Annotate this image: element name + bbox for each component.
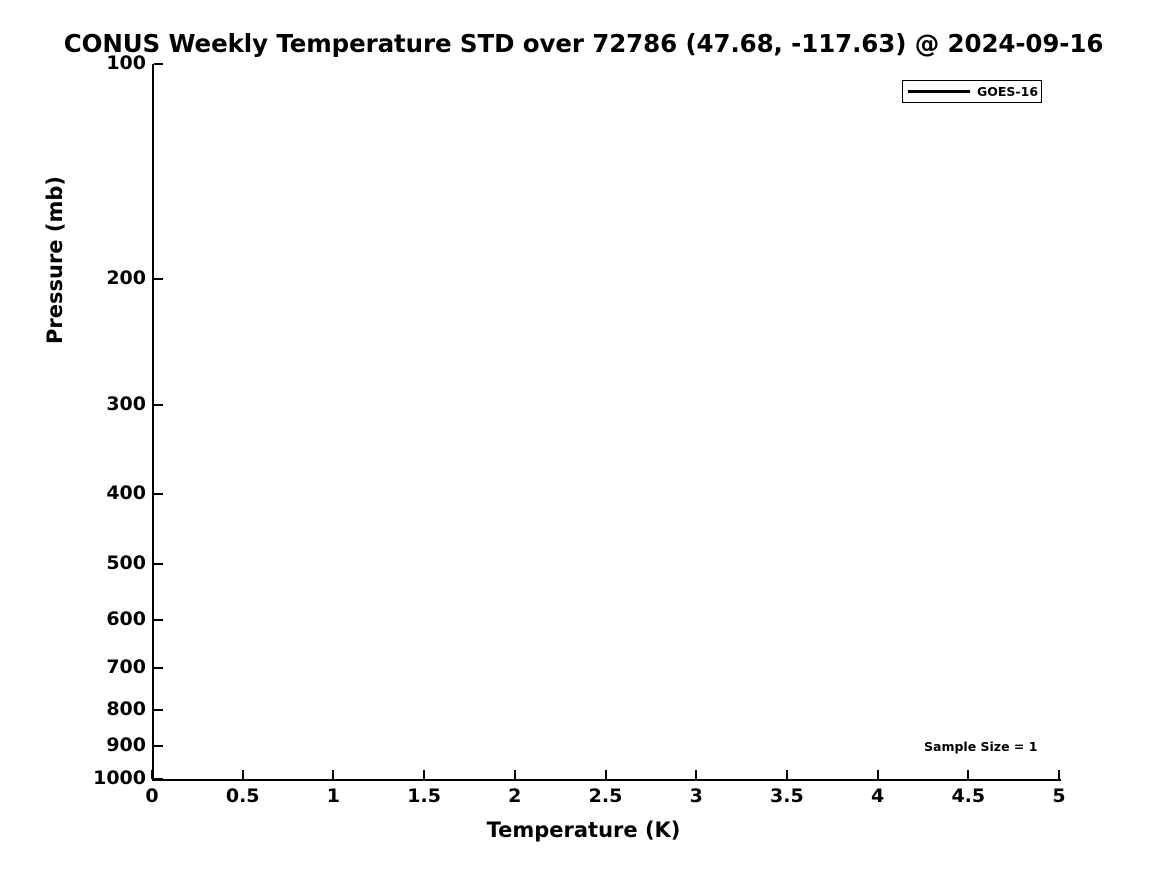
- x-tick-label: 4.5: [951, 785, 986, 807]
- y-tick-mark: [154, 667, 163, 670]
- y-tick-label: 700: [106, 656, 146, 679]
- y-tick-label: 400: [106, 482, 146, 505]
- legend-line-swatch-goes-16: [908, 89, 970, 94]
- y-tick-label: 200: [106, 267, 146, 290]
- x-tick-mark: [332, 770, 335, 779]
- x-tick-mark: [967, 770, 970, 779]
- plot-area: [152, 64, 1059, 779]
- series-layer: [152, 64, 1059, 779]
- x-tick-label: 1.5: [407, 785, 441, 807]
- y-tick-label: 300: [106, 393, 146, 416]
- legend[interactable]: GOES-16: [902, 80, 1042, 103]
- x-tick-mark: [241, 770, 244, 779]
- x-tick-label: 2.5: [588, 785, 623, 807]
- x-tick-label: 1: [326, 785, 341, 807]
- x-tick-mark: [695, 770, 698, 779]
- y-tick-label: 900: [106, 734, 146, 757]
- y-tick-mark: [154, 404, 163, 407]
- x-axis-label: Temperature (K): [486, 818, 681, 842]
- y-tick-label: 800: [106, 697, 146, 720]
- x-tick-mark: [423, 770, 426, 779]
- x-tick-label: 0: [145, 785, 159, 807]
- x-tick-mark: [1058, 770, 1060, 779]
- y-tick-mark: [154, 745, 163, 748]
- x-axis-spine: [152, 779, 1061, 781]
- legend-label-goes-16: GOES-16: [977, 84, 1039, 99]
- y-tick-mark: [154, 619, 163, 622]
- y-tick-mark: [154, 562, 163, 565]
- y-tick-label: 500: [106, 551, 146, 574]
- y-axis-label: Pressure (mb): [43, 176, 67, 344]
- sample-size-annotation: Sample Size = 1: [924, 739, 1038, 754]
- x-tick-mark: [604, 770, 607, 779]
- x-tick-label: 5: [1052, 785, 1066, 807]
- y-tick-label: 600: [106, 608, 146, 631]
- x-tick-label: 4: [870, 785, 885, 807]
- y-tick-mark: [154, 778, 163, 780]
- y-tick-label: 100: [106, 52, 146, 74]
- x-tick-mark: [151, 770, 153, 779]
- x-tick-mark: [876, 770, 879, 779]
- x-tick-label: 0.5: [225, 785, 260, 807]
- x-tick-label: 3: [689, 785, 703, 807]
- y-tick-mark: [154, 63, 163, 65]
- x-tick-label: 2: [508, 785, 522, 807]
- y-tick-label: 1000: [93, 767, 146, 789]
- y-axis-spine: [152, 64, 154, 781]
- y-tick-mark: [154, 278, 163, 281]
- x-tick-mark: [785, 770, 788, 779]
- x-tick-label: 3.5: [770, 785, 804, 807]
- x-tick-mark: [513, 770, 516, 779]
- y-tick-mark: [154, 493, 163, 496]
- page-title: CONUS Weekly Temperature STD over 72786 …: [63, 29, 1104, 58]
- y-tick-mark: [154, 708, 163, 711]
